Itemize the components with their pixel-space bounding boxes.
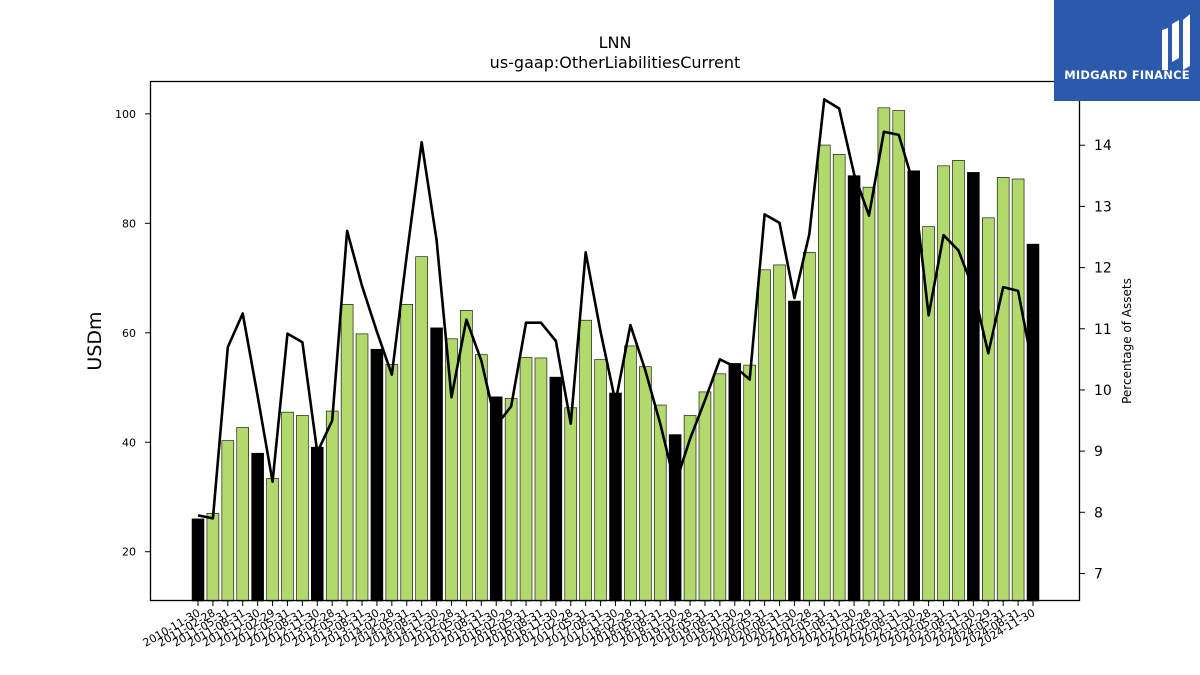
bar — [281, 411, 294, 602]
y2-tick-label: 10 — [1094, 383, 1112, 399]
bar — [698, 391, 712, 602]
logo-mark-icon — [1054, 0, 1200, 101]
bar — [937, 165, 950, 602]
bar — [475, 354, 488, 602]
y-tick-label: 20 — [122, 546, 136, 559]
right-axis-ticks: 7 8 9 10 11 12 13 14 — [1080, 138, 1112, 582]
bar — [460, 310, 473, 602]
y2-tick-label: 7 — [1094, 566, 1103, 582]
bar — [504, 398, 518, 602]
bar — [579, 319, 592, 602]
bar — [549, 376, 563, 602]
y-tick-label: 100 — [115, 108, 136, 121]
bar — [519, 357, 533, 602]
bars-layer — [191, 107, 1040, 602]
bar — [430, 327, 443, 602]
bar — [400, 304, 414, 602]
bar — [355, 333, 369, 602]
brand-logo: MIDGARD FINANCE — [1054, 0, 1200, 101]
bar — [668, 434, 682, 602]
bar — [1011, 178, 1025, 602]
bar — [311, 446, 324, 602]
bar — [728, 363, 742, 602]
bar — [325, 410, 339, 602]
bar — [206, 513, 220, 602]
line-layer — [197, 98, 1035, 520]
bar — [758, 269, 771, 602]
bar — [981, 217, 995, 602]
chart-title: LNN — [599, 33, 632, 52]
bar — [221, 440, 235, 602]
percentage-line — [197, 98, 1035, 520]
y-tick-label: 80 — [122, 217, 136, 230]
plot-frame — [149, 80, 1081, 602]
bar — [609, 392, 622, 602]
bar — [639, 366, 652, 602]
y-tick-label: 60 — [122, 327, 136, 340]
bar — [773, 264, 786, 602]
bar — [266, 478, 279, 602]
bar — [236, 427, 250, 602]
bar — [251, 452, 264, 602]
left-axis-ticks: 20 40 60 80 100 — [115, 108, 150, 559]
y2-tick-label: 12 — [1094, 261, 1112, 277]
bar — [996, 177, 1010, 602]
bar — [817, 144, 831, 602]
bar — [1026, 243, 1040, 602]
y2-tick-label: 11 — [1094, 322, 1112, 338]
chart-subtitle: us-gaap:OtherLiabilitiesCurrent — [490, 53, 741, 72]
bar — [594, 359, 607, 602]
bar — [191, 518, 205, 602]
bar — [713, 373, 727, 602]
y-axis-label: USDm — [84, 311, 106, 370]
x-axis-ticks: 2010-11-302011-02-282011-05-312011-08-31… — [141, 601, 1038, 650]
bar — [489, 396, 503, 602]
y2-tick-label: 9 — [1094, 444, 1103, 460]
bar — [624, 345, 637, 602]
y2-axis-label: Percentage of Assets — [1120, 278, 1134, 404]
bar — [653, 404, 667, 602]
bar — [296, 415, 309, 602]
bar — [743, 364, 756, 602]
bar — [862, 186, 876, 602]
bar — [415, 256, 428, 602]
bar — [952, 160, 965, 602]
bar — [385, 364, 399, 602]
y-tick-label: 40 — [122, 436, 136, 449]
bar — [803, 252, 816, 602]
bar — [967, 172, 980, 602]
bar — [370, 348, 384, 602]
bar — [832, 154, 846, 602]
bar — [788, 300, 801, 602]
y2-tick-label: 13 — [1094, 199, 1112, 215]
bar — [847, 175, 861, 602]
bar — [892, 110, 906, 602]
bar — [340, 304, 354, 602]
bar — [877, 107, 891, 602]
brand-name: MIDGARD FINANCE — [1064, 68, 1190, 82]
bar — [683, 415, 697, 602]
y2-tick-label: 14 — [1094, 138, 1112, 154]
bar — [564, 407, 578, 602]
bar — [907, 170, 920, 602]
bar — [534, 357, 548, 602]
y2-tick-label: 8 — [1094, 505, 1103, 521]
